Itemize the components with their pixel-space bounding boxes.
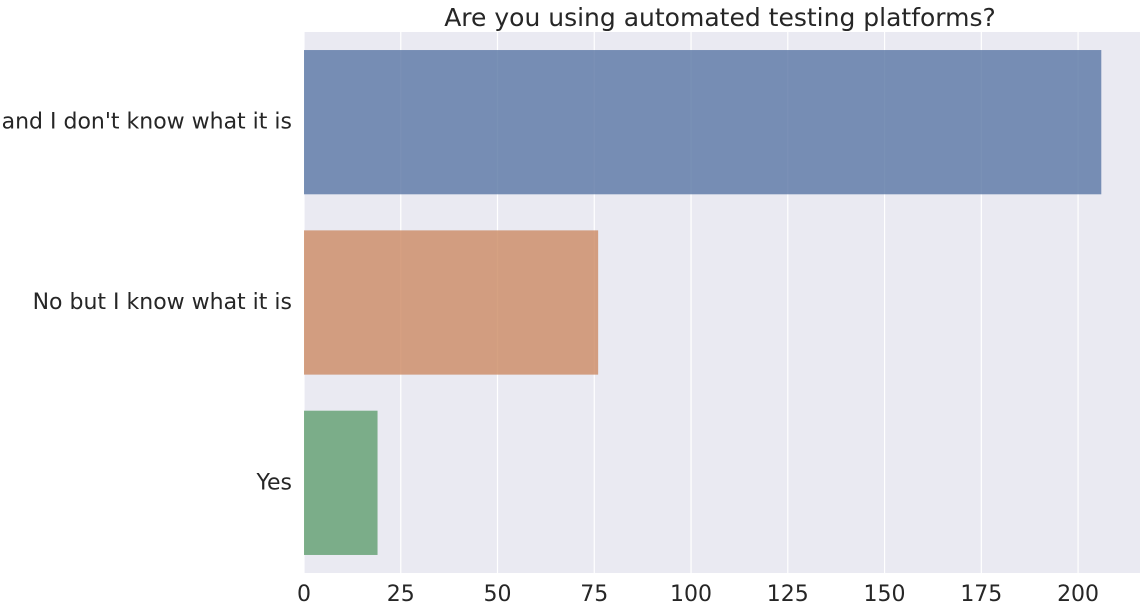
bar (304, 50, 1102, 195)
x-tick-label: 100 (670, 582, 712, 607)
bars (304, 50, 1102, 555)
x-tick-label: 75 (580, 582, 608, 607)
x-tick-label: 125 (767, 582, 809, 607)
x-tick-labels: 0 25 50 75 100 125 150 175 200 (297, 582, 1099, 607)
category-label: Yes (255, 470, 292, 495)
category-label: No but I know what it is (33, 290, 292, 315)
bar (304, 230, 599, 375)
x-tick-label: 200 (1057, 582, 1099, 607)
x-tick-label: 50 (484, 582, 512, 607)
x-tick-label: 0 (297, 582, 311, 607)
chart-title: Are you using automated testing platform… (444, 3, 996, 32)
bar (304, 410, 378, 555)
x-tick-label: 150 (864, 582, 906, 607)
category-label: No and I don't know what it is (0, 110, 292, 135)
x-tick-label: 175 (960, 582, 1002, 607)
category-labels: No and I don't know what it is No but I k… (0, 110, 292, 496)
x-tick-label: 25 (387, 582, 415, 607)
